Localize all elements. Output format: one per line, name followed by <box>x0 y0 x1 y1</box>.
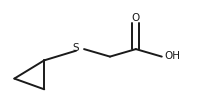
Text: S: S <box>73 43 79 53</box>
Text: OH: OH <box>165 50 181 61</box>
Text: O: O <box>132 13 140 23</box>
